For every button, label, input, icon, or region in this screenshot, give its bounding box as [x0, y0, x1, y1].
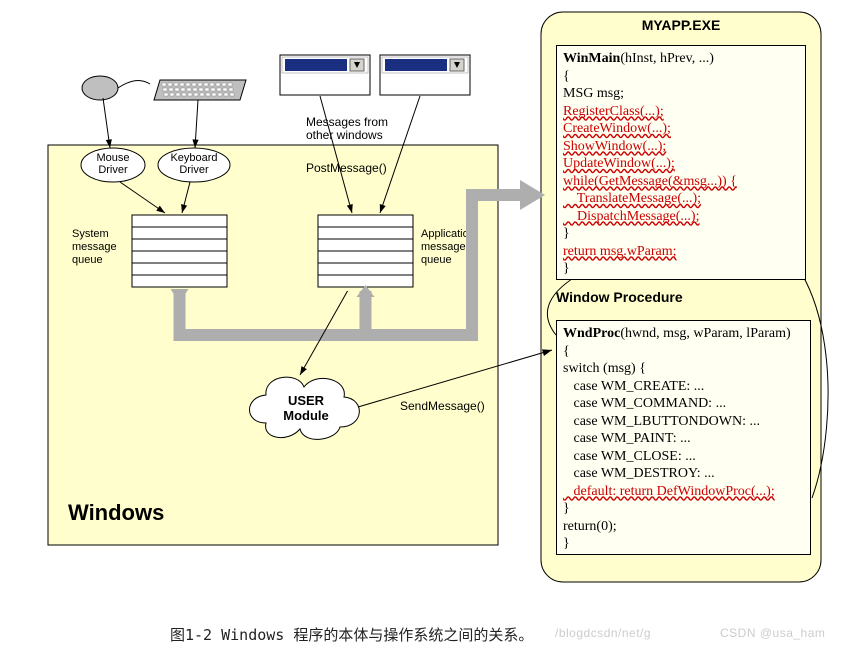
- svg-text:Driver: Driver: [179, 164, 209, 176]
- watermark-right: CSDN @usa_ham: [720, 626, 825, 640]
- figure-caption: 图1-2 Windows 程序的本体与操作系统之间的关系。: [170, 624, 533, 645]
- winmain-code-box: WinMain(hInst, hPrev, ...){MSG msg;Regis…: [556, 45, 806, 280]
- windows-panel-title: Windows: [68, 500, 164, 525]
- wndproc-code-box: WndProc(hwnd, msg, wParam, lParam){switc…: [556, 320, 811, 555]
- system-message-queue: [132, 215, 227, 287]
- svg-text:Keyboard: Keyboard: [170, 152, 217, 164]
- application-message-queue-label: queue: [421, 254, 452, 266]
- svg-text:Driver: Driver: [98, 164, 128, 176]
- wndproc-title: Window Procedure: [556, 289, 683, 305]
- postmessage-label: PostMessage(): [306, 161, 387, 175]
- watermark-left: /blogdcsdn/net/g: [555, 626, 651, 640]
- system-message-queue-label: System: [72, 228, 109, 240]
- application-message-queue-label: message: [421, 241, 466, 253]
- system-message-queue-label: queue: [72, 254, 103, 266]
- mouse-icon: [82, 76, 150, 100]
- sendmessage-label: SendMessage(): [400, 399, 485, 413]
- windows-panel: [48, 145, 498, 545]
- other-window-2: [380, 55, 470, 95]
- messages-from-windows-label: Messages from: [306, 115, 388, 129]
- svg-text:USER: USER: [288, 393, 325, 408]
- application-message-queue: [318, 215, 413, 287]
- myapp-title: MYAPP.EXE: [642, 17, 721, 33]
- keyboard-icon: [154, 80, 246, 100]
- system-message-queue-label: message: [72, 241, 117, 253]
- svg-text:Module: Module: [283, 408, 329, 423]
- messages-from-windows-label: other windows: [306, 128, 383, 142]
- other-window-1: [280, 55, 370, 95]
- svg-text:Mouse: Mouse: [96, 152, 129, 164]
